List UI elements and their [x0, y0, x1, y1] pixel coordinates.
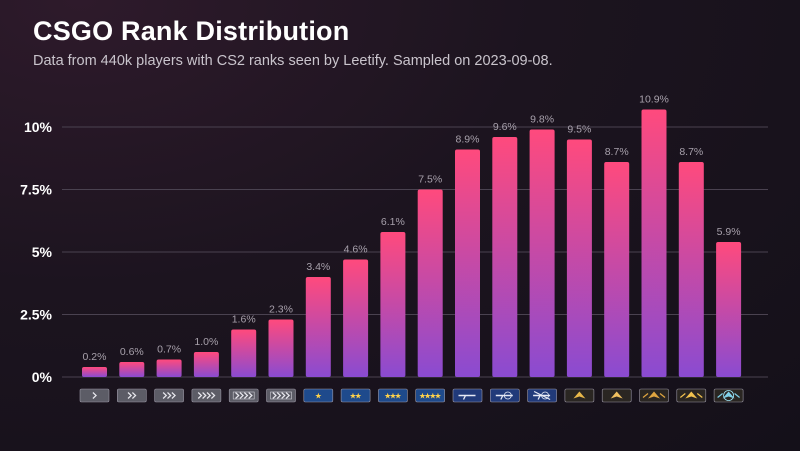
svg-text:★: ★ — [395, 392, 402, 401]
gold-nova-3-icon: ★★★ — [378, 388, 408, 403]
y-tick-label: 5% — [32, 244, 53, 260]
data-label: 6.1% — [381, 216, 405, 228]
chart-title: CSGO Rank Distribution — [33, 16, 350, 46]
distinguished-master-guardian-icon — [564, 388, 595, 403]
silver-2-icon — [117, 388, 147, 403]
svg-text:★: ★ — [434, 392, 441, 401]
silver-3-icon — [154, 388, 184, 403]
master-guardian-2-icon — [489, 388, 520, 403]
data-label: 2.3% — [269, 304, 293, 316]
bars — [82, 109, 742, 377]
bar-silver-elite-master — [268, 319, 294, 377]
bar-legendary-eagle-master — [641, 109, 667, 377]
bar-silver-1 — [82, 367, 107, 377]
legendary-eagle-icon — [601, 388, 632, 403]
bar-gold-nova-1 — [305, 277, 331, 377]
bar-legendary-eagle — [604, 162, 630, 377]
silver-elite-icon — [228, 388, 259, 403]
master-guardian-1-icon — [452, 388, 483, 403]
supreme-master-first-class-icon — [676, 388, 707, 403]
rank-icons: ★ ★★ ★★★ ★★★★ — [79, 388, 744, 403]
bar-gold-nova-master — [417, 189, 443, 377]
data-label: 9.6% — [493, 121, 517, 133]
bar-silver-2 — [119, 362, 145, 377]
data-label: 9.8% — [530, 114, 554, 126]
data-labels: 0.2% 0.6% 0.7% 1.0% 1.6% 2.3% 3.4% 4.6% 6.1% 7.5%… — [83, 94, 741, 364]
svg-text:★: ★ — [384, 392, 391, 401]
svg-text:★: ★ — [349, 392, 356, 401]
data-label: 5.9% — [717, 226, 741, 238]
silver-elite-master-icon — [266, 388, 296, 403]
y-axis-ticks: 0% 2.5% 5% 7.5% 10% — [20, 119, 52, 385]
data-label: 0.2% — [83, 351, 107, 363]
silver-1-icon — [79, 388, 110, 403]
data-label: 0.7% — [157, 344, 181, 356]
data-label: 7.5% — [418, 174, 442, 186]
y-tick-label: 7.5% — [20, 182, 52, 198]
bar-supreme-master-first-class — [678, 162, 704, 377]
bar-master-guardian-1 — [455, 149, 480, 377]
bar-gold-nova-3 — [380, 232, 406, 377]
data-label: 8.9% — [456, 134, 480, 146]
chart-subtitle: Data from 440k players with CS2 ranks se… — [33, 53, 553, 69]
legendary-eagle-master-icon — [639, 388, 669, 403]
data-label: 1.0% — [194, 336, 218, 348]
data-label: 1.6% — [232, 314, 256, 326]
gold-nova-1-icon: ★ — [303, 388, 334, 403]
bar-master-guardian-elite — [529, 129, 555, 377]
bar-gold-nova-2 — [343, 259, 369, 377]
bar-master-guardian-2 — [492, 137, 518, 377]
y-tick-label: 10% — [24, 119, 53, 135]
global-elite-icon — [713, 388, 744, 403]
svg-text:★: ★ — [424, 392, 431, 401]
data-label: 8.7% — [679, 146, 703, 158]
data-label: 10.9% — [639, 94, 669, 106]
svg-text:★: ★ — [419, 392, 426, 401]
bar-global-elite — [716, 242, 742, 377]
data-label: 4.6% — [344, 244, 368, 256]
bar-distinguished-master-guardian — [566, 139, 592, 377]
svg-text:★: ★ — [389, 392, 396, 401]
gold-nova-master-icon: ★★★★ — [415, 388, 446, 403]
svg-text:★: ★ — [355, 392, 362, 401]
silver-4-icon — [191, 388, 222, 403]
svg-text:★: ★ — [429, 392, 436, 401]
data-label: 8.7% — [605, 146, 629, 158]
master-guardian-elite-icon — [527, 388, 557, 403]
gold-nova-2-icon: ★★ — [340, 388, 371, 403]
bar-silver-elite — [231, 329, 257, 377]
svg-text:★: ★ — [315, 392, 322, 401]
y-tick-label: 2.5% — [20, 307, 52, 323]
bar-silver-4 — [193, 352, 219, 377]
y-tick-label: 0% — [32, 369, 53, 385]
data-label: 9.5% — [567, 124, 591, 136]
bar-silver-3 — [156, 359, 182, 377]
data-label: 3.4% — [306, 261, 330, 273]
data-label: 0.6% — [120, 346, 144, 358]
